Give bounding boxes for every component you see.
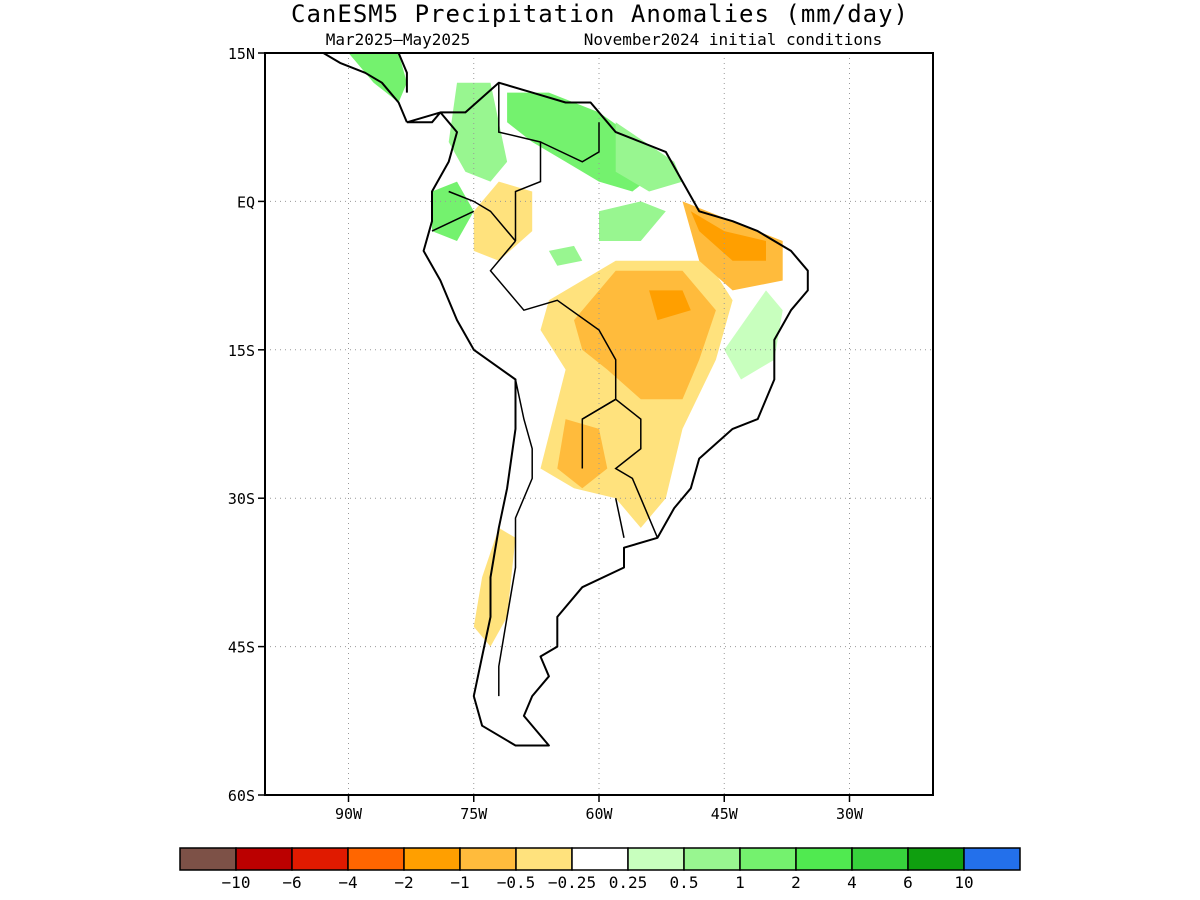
colorbar-label-12: 6 <box>903 873 913 892</box>
anomaly-region-mato-grosso-core <box>649 290 691 321</box>
colorbar-swatch-1 <box>235 847 293 871</box>
colorbar-label-2: −4 <box>338 873 357 892</box>
longitude-axis: 90W 75W 60W 45W 30W <box>335 795 864 823</box>
colorbar-swatch-14 <box>963 847 1021 871</box>
country-border-7 <box>614 498 625 538</box>
coastline-1 <box>322 53 408 123</box>
country-border-5 <box>498 379 533 697</box>
anomaly-region-ne-brazil-core <box>690 211 766 261</box>
colorbar-label-3: −2 <box>394 873 413 892</box>
anomaly-region-colombia-dry <box>473 181 533 261</box>
colorbar-swatch-0 <box>179 847 237 871</box>
colorbar-label-9: 1 <box>735 873 745 892</box>
coastline-2 <box>365 53 408 93</box>
lat-tick-label-2: 15S <box>228 342 255 360</box>
lon-tick-label-2: 60W <box>585 805 613 823</box>
colorbar-label-4: −1 <box>450 873 469 892</box>
map-title: CanESM5 Precipitation Anomalies (mm/day) <box>291 0 909 28</box>
colorbar-label-6: −0.25 <box>548 873 596 892</box>
period-label: Mar2025–May2025 <box>326 30 471 49</box>
colorbar-label-11: 4 <box>847 873 857 892</box>
lon-tick-label-3: 45W <box>711 805 739 823</box>
colorbar-label-1: −6 <box>282 873 301 892</box>
anomaly-region-ecuador-wet <box>432 181 474 241</box>
coastlines <box>322 53 809 747</box>
country-border-2 <box>448 190 517 242</box>
colorbar-swatch-2 <box>291 847 349 871</box>
lat-tick-label-3: 30S <box>228 490 255 508</box>
coastline-0 <box>406 81 809 747</box>
latitude-axis: 15N EQ 15S 30S 45S 60S <box>228 45 265 805</box>
anomaly-region-amazon-green-1 <box>599 201 666 241</box>
anomaly-region-central-america-wet <box>348 53 407 103</box>
colorbar-swatch-7 <box>571 847 629 871</box>
init-label: November2024 initial conditions <box>584 30 883 49</box>
colorbar-label-8: 0.5 <box>670 873 699 892</box>
map-plot-area <box>265 53 933 795</box>
anomaly-region-chile-dry <box>473 527 516 647</box>
country-border-0 <box>498 82 542 241</box>
lat-tick-label-4: 45S <box>228 639 255 657</box>
colorbar-label-7: 0.25 <box>609 873 648 892</box>
anomaly-region-ne-brazil-green <box>724 290 783 380</box>
colorbar-label-0: −10 <box>222 873 251 892</box>
map-gridlines <box>265 53 933 795</box>
country-border-6 <box>581 398 659 539</box>
colorbar-swatch-4 <box>403 847 461 871</box>
anomaly-region-amazon-green-2 <box>548 245 583 266</box>
colorbar-swatch-3 <box>347 847 405 871</box>
country-borders <box>431 82 659 697</box>
colorbar-swatch-9 <box>683 847 741 871</box>
colorbar-swatch-11 <box>795 847 853 871</box>
country-border-3 <box>431 210 475 232</box>
country-border-1 <box>540 122 600 163</box>
lon-tick-label-4: 30W <box>836 805 864 823</box>
colorbar-swatch-10 <box>739 847 797 871</box>
colorbar-swatch-6 <box>515 847 573 871</box>
colorbar-swatch-5 <box>459 847 517 871</box>
colorbar: −10 −6 −4 −2 −1 −0.5 −0.25 0.25 0.5 1 2 4 6 10 <box>179 847 1021 892</box>
colorbar-label-10: 2 <box>791 873 801 892</box>
colorbar-swatch-12 <box>851 847 909 871</box>
lat-tick-label-5: 60S <box>228 787 255 805</box>
lat-tick-label-0: 15N <box>228 45 255 63</box>
anomaly-region-andes-coast-wet <box>448 82 508 182</box>
lat-tick-label-1: EQ <box>237 193 255 211</box>
colorbar-label-5: −0.5 <box>497 873 536 892</box>
lon-tick-label-0: 90W <box>335 805 363 823</box>
lon-tick-label-1: 75W <box>460 805 488 823</box>
colorbar-label-13: 10 <box>954 873 973 892</box>
colorbar-swatch-13 <box>907 847 965 871</box>
colorbar-swatch-8 <box>627 847 685 871</box>
